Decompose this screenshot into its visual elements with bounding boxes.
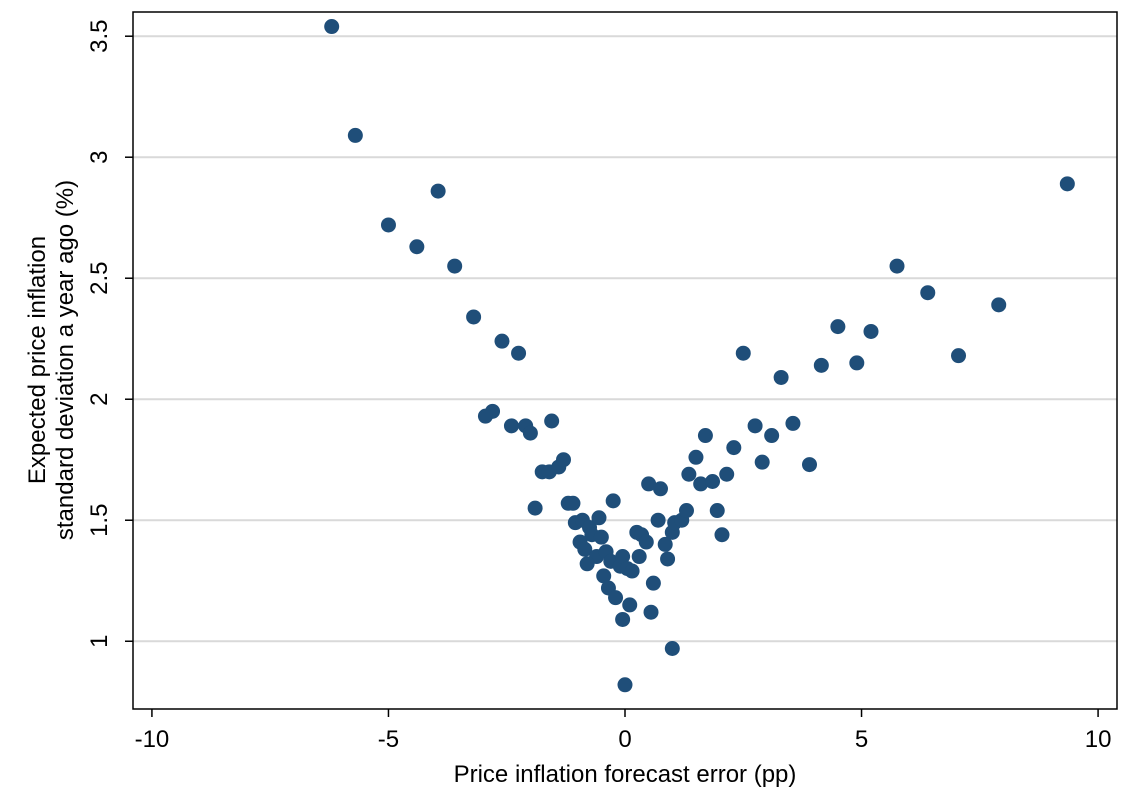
data-point: [650, 512, 666, 528]
data-point: [652, 481, 668, 497]
data-point: [624, 563, 640, 579]
data-point: [641, 476, 657, 492]
data-point: [522, 425, 538, 441]
y-tick-label: 2.5: [86, 262, 113, 295]
data-point: [849, 355, 865, 371]
data-point: [773, 369, 789, 385]
data-point: [802, 457, 817, 473]
data-point: [991, 297, 1007, 313]
y-axis-label: Expected price inflation standard deviat…: [24, 180, 79, 540]
data-point: [577, 541, 593, 557]
data-point: [615, 611, 631, 627]
data-point: [544, 413, 560, 429]
data-point: [709, 503, 725, 519]
data-point: [591, 510, 607, 526]
data-point: [638, 534, 654, 550]
data-point: [785, 415, 801, 431]
x-tick-label: 5: [855, 726, 868, 753]
data-point: [714, 527, 730, 543]
y-tick-label: 1: [86, 635, 113, 648]
data-point: [380, 217, 396, 233]
data-point: [951, 348, 967, 364]
data-point: [679, 503, 694, 519]
data-point: [681, 466, 697, 482]
data-point: [409, 239, 425, 255]
data-point: [645, 575, 661, 591]
gridlines: [133, 35, 1117, 643]
data-point: [693, 476, 709, 492]
data-point: [579, 556, 595, 572]
data-point: [503, 418, 519, 434]
data-point: [556, 452, 571, 468]
data-point: [605, 493, 621, 509]
data-point: [863, 323, 879, 339]
y-axis-label-line-2: standard deviation a year ago (%): [52, 180, 79, 540]
data-point: [1059, 176, 1075, 192]
data-point: [631, 549, 647, 565]
x-axis-label: Price inflation forecast error (pp): [454, 761, 797, 788]
data-point: [430, 183, 446, 199]
data-point: [657, 536, 673, 552]
data-point: [596, 568, 612, 584]
x-axis-ticks: -10 -5 0 5 10: [135, 709, 1112, 753]
data-point: [622, 597, 638, 613]
data-point: [754, 454, 770, 470]
data-point: [347, 127, 363, 143]
data-points: [324, 19, 1075, 693]
x-tick-label: 0: [618, 726, 631, 753]
data-point: [615, 549, 631, 565]
data-point: [565, 495, 581, 511]
data-point: [705, 474, 721, 490]
data-point: [664, 640, 680, 656]
data-point: [747, 418, 763, 434]
data-point: [726, 440, 742, 456]
data-point: [735, 345, 751, 361]
data-point: [920, 285, 936, 301]
data-point: [608, 590, 624, 606]
data-point: [527, 500, 543, 516]
x-tick-label: 10: [1085, 726, 1112, 753]
data-point: [643, 604, 659, 620]
y-tick-label: 3: [86, 151, 113, 164]
y-axis-label-line-1: Expected price inflation: [24, 236, 51, 484]
data-point: [764, 428, 780, 444]
data-point: [889, 258, 905, 274]
data-point: [477, 408, 493, 424]
x-tick-label: -10: [135, 726, 170, 753]
x-tick-label: -5: [378, 726, 399, 753]
y-tick-label: 3.5: [86, 20, 113, 53]
data-point: [494, 333, 510, 349]
data-point: [466, 309, 482, 325]
data-point: [511, 345, 527, 361]
data-point: [830, 319, 846, 335]
y-axis-ticks: 1 1.5 2 2.5 3 3.5: [86, 20, 133, 648]
data-point: [617, 677, 633, 693]
data-point: [324, 19, 340, 35]
y-tick-label: 2: [86, 393, 113, 406]
y-tick-label: 1.5: [86, 504, 113, 537]
data-point: [593, 529, 609, 545]
data-point: [447, 258, 463, 274]
data-point: [813, 357, 829, 373]
data-point: [719, 466, 735, 482]
data-point: [660, 551, 676, 567]
data-point: [688, 449, 704, 465]
data-point: [697, 428, 713, 444]
